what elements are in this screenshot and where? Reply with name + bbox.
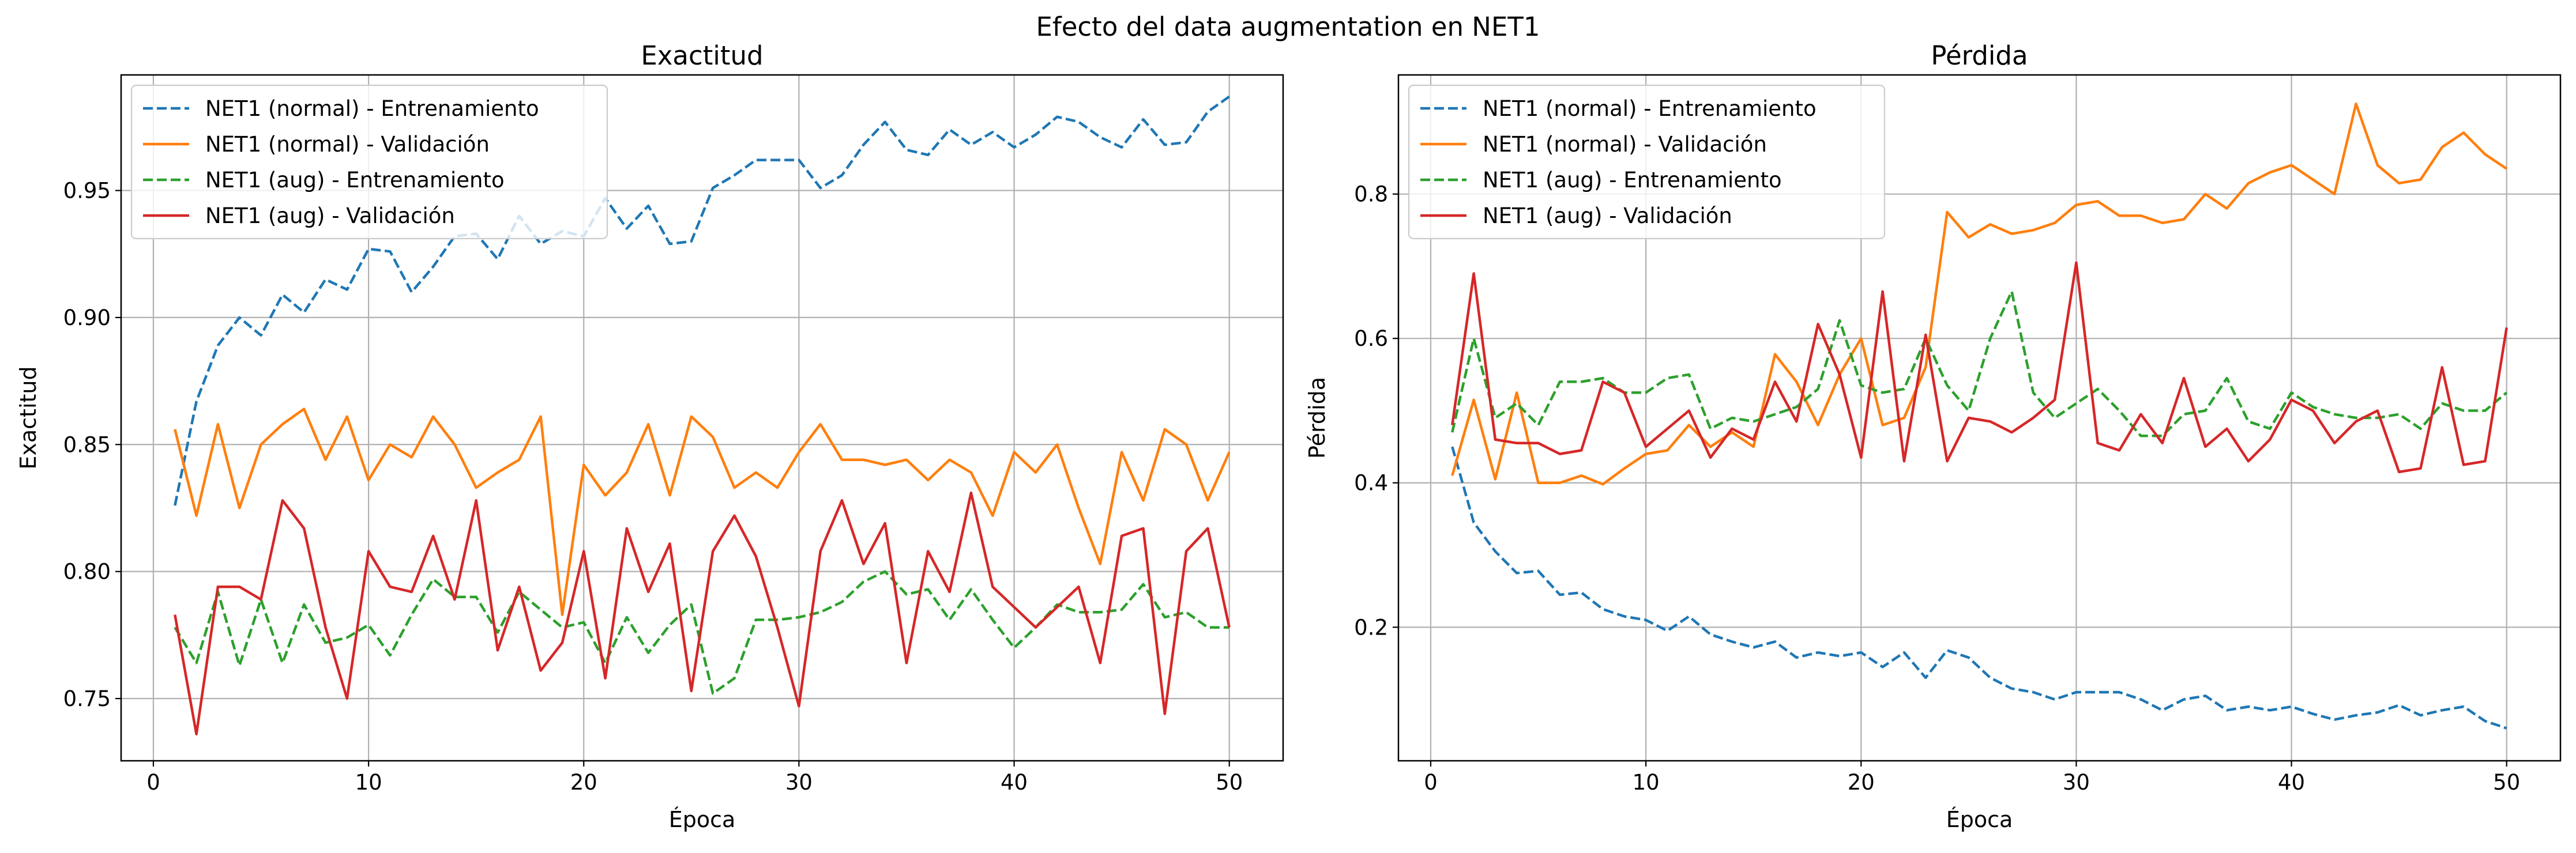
accuracy-x-axis-label: Época [669, 807, 736, 832]
accuracy-x-tick-label: 30 [785, 770, 813, 795]
loss-series-line-2 [1451, 102, 2507, 486]
loss-series-line-3 [1451, 290, 2508, 437]
accuracy-x-tick-label: 0 [146, 770, 160, 795]
loss-x-tick-label: 30 [2063, 770, 2090, 795]
accuracy-legend-label-3: NET1 (aug) - Entrenamiento [205, 168, 505, 193]
accuracy-y-tick-label: 0.80 [63, 560, 111, 584]
accuracy-y-tick-label: 0.90 [63, 305, 111, 330]
accuracy-x-tick-label: 20 [570, 770, 597, 795]
loss-y-tick-label: 0.4 [1354, 471, 1388, 496]
accuracy-series-line-2 [174, 407, 1231, 616]
loss-legend-label-4: NET1 (aug) - Validación [1483, 203, 1732, 228]
accuracy-y-axis-label: Exactitud [16, 366, 41, 469]
loss-x-tick-label: 50 [2493, 770, 2520, 795]
loss-panel: 0 10 20 30 40 50 0.2 0.4 0.6 0.8 Pérdida Época Pérdi… [1304, 40, 2562, 832]
accuracy-y-tick-label: 0.75 [63, 686, 111, 711]
accuracy-x-tick-label: 10 [355, 770, 382, 795]
accuracy-x-tick-label: 50 [1216, 770, 1243, 795]
loss-y-tick-label: 0.8 [1354, 182, 1388, 207]
accuracy-series-line-3 [174, 570, 1229, 695]
accuracy-y-tick-label: 0.85 [63, 432, 111, 457]
loss-legend-box [1408, 84, 1886, 240]
loss-x-tick-label: 0 [1424, 770, 1438, 795]
loss-y-tick-label: 0.6 [1354, 326, 1388, 351]
loss-y-tick-label: 0.2 [1354, 615, 1388, 640]
accuracy-series-line-4 [174, 491, 1231, 735]
accuracy-legend-label-2: NET1 (normal) - Validación [205, 132, 490, 157]
loss-x-axis-label: Época [1946, 807, 2013, 832]
figure-suptitle: Efecto del data augmentation en NET1 [1036, 12, 1540, 42]
loss-x-tick-label: 10 [1633, 770, 1660, 795]
loss-series-line-1 [1451, 446, 2507, 730]
loss-title: Pérdida [1931, 40, 2028, 71]
accuracy-panel: 0 10 20 30 40 50 0.75 0.80 0.85 0.90 0.95 Exactitud… [16, 40, 1284, 832]
loss-legend-label-1: NET1 (normal) - Entrenamiento [1483, 96, 1817, 121]
accuracy-x-tick-label: 40 [1001, 770, 1028, 795]
loss-axes-frame [1397, 74, 2562, 762]
accuracy-title: Exactitud [641, 40, 763, 71]
accuracy-legend-label-1: NET1 (normal) - Entrenamiento [205, 96, 539, 121]
accuracy-legend-box [130, 84, 608, 240]
loss-x-tick-label: 40 [2278, 770, 2305, 795]
loss-y-axis-label: Pérdida [1304, 377, 1330, 459]
loss-x-tick-label: 20 [1848, 770, 1875, 795]
accuracy-axes-frame [120, 74, 1284, 762]
accuracy-series-line-1 [174, 95, 1230, 506]
loss-legend-label-3: NET1 (aug) - Entrenamiento [1483, 168, 1782, 193]
accuracy-y-tick-label: 0.95 [63, 179, 111, 203]
loss-legend-label-2: NET1 (normal) - Validación [1483, 132, 1767, 157]
accuracy-legend-label-4: NET1 (aug) - Validación [205, 203, 455, 228]
loss-series-line-4 [1451, 261, 2508, 474]
